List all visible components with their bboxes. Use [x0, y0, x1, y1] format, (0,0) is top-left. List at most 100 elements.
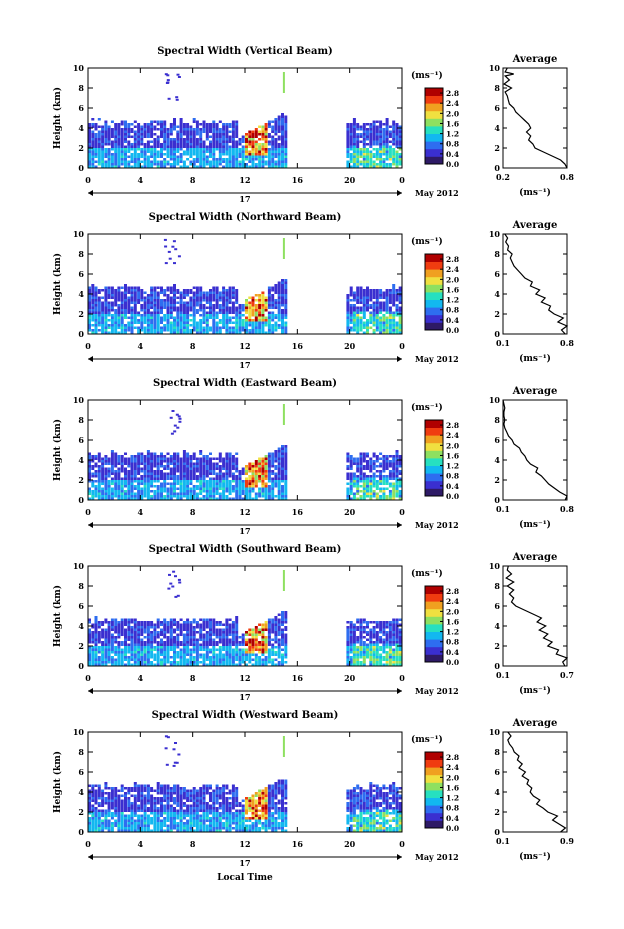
heatmap-cell — [146, 656, 150, 659]
heatmap-cell — [160, 289, 163, 292]
heatmap-cell — [366, 326, 369, 329]
heatmap-cell — [143, 470, 147, 473]
heatmap-cell — [395, 145, 399, 148]
heatmap-cell — [222, 319, 226, 322]
heatmap-cell — [346, 160, 350, 163]
heatmap-cell — [176, 643, 180, 646]
heatmap-cell — [241, 309, 245, 312]
heatmap-cell — [277, 306, 281, 309]
heatmap-cell — [395, 306, 399, 309]
heatmap-cell — [258, 158, 262, 161]
heatmap-cell — [218, 455, 222, 458]
heatmap-cell — [146, 329, 150, 332]
heatmap-cell — [88, 480, 91, 483]
heatmap-cell — [179, 301, 183, 304]
heatmap-cell — [110, 296, 114, 299]
heatmap-cell — [241, 150, 245, 153]
heatmap-cell — [359, 140, 363, 143]
heatmap-cell — [222, 296, 226, 299]
heatmap-cell — [192, 457, 196, 460]
heatmap-cell — [173, 262, 176, 265]
heatmap-cell — [346, 492, 350, 495]
heatmap-cell — [258, 329, 262, 332]
heatmap-cell — [228, 465, 232, 468]
heatmap-cell — [192, 638, 196, 641]
heatmap-cell — [150, 329, 154, 332]
heatmap-cell — [173, 306, 176, 309]
heatmap-cell — [258, 130, 262, 133]
heatmap-cell — [261, 653, 265, 656]
colorbar-tick-label: 1.2 — [446, 462, 459, 471]
heatmap-cell — [91, 130, 95, 133]
heatmap-cell — [117, 143, 121, 146]
heatmap-cell — [359, 306, 363, 309]
heatmap-cell — [179, 472, 183, 475]
heatmap-cell — [382, 331, 386, 334]
heatmap-cell — [261, 319, 265, 322]
heatmap-cell — [199, 470, 203, 473]
heatmap-cell — [124, 296, 127, 299]
heatmap-cell — [271, 487, 275, 490]
heatmap-cell — [117, 133, 121, 136]
heatmap-cell — [182, 289, 186, 292]
heatmap-cell — [186, 482, 190, 485]
heatmap-cell — [130, 472, 134, 475]
heatmap-cell — [189, 143, 193, 146]
heatmap-cell — [349, 311, 353, 314]
heatmap-cell — [267, 294, 271, 297]
heatmap-cell — [137, 467, 141, 470]
heatmap-cell — [281, 155, 284, 158]
heatmap-cell — [218, 467, 222, 470]
heatmap-cell — [395, 143, 399, 146]
heatmap-cell — [212, 467, 216, 470]
heatmap-cell — [362, 326, 366, 329]
heatmap-cell — [94, 301, 98, 304]
heatmap-cell — [137, 148, 141, 151]
y-tick-label: 2 — [78, 475, 84, 485]
heatmap-cell — [375, 294, 379, 297]
heatmap-cell — [352, 145, 356, 148]
heatmap-cell — [153, 311, 157, 314]
heatmap-cell — [137, 472, 141, 475]
day-label: 17 — [239, 194, 250, 204]
heatmap-cell — [137, 133, 141, 136]
heatmap-cell — [179, 304, 183, 307]
heatmap-cell — [169, 130, 173, 133]
heatmap-cell — [107, 286, 111, 289]
colorbar-swatch — [425, 322, 443, 331]
heatmap-cell — [186, 304, 190, 307]
heatmap-cell — [281, 120, 284, 123]
average-x-tick-label: 0.8 — [560, 504, 574, 514]
heatmap-cell — [231, 636, 235, 639]
heatmap-cell — [189, 497, 193, 500]
heatmap-cell — [107, 475, 111, 478]
heatmap-cell — [104, 321, 108, 324]
heatmap-cell — [153, 658, 157, 661]
heatmap-cell — [366, 480, 369, 483]
heatmap-cell — [140, 306, 144, 309]
heatmap-cell — [104, 291, 108, 294]
heatmap-cell — [137, 648, 141, 651]
heatmap-cell — [205, 475, 209, 478]
heatmap-cell — [212, 661, 216, 664]
heatmap-cell — [209, 329, 212, 332]
heatmap-cell — [385, 120, 389, 123]
heatmap-cell — [392, 492, 396, 495]
heatmap-cell — [173, 482, 176, 485]
heatmap-cell — [137, 457, 141, 460]
colorbar-tick-label: 0.0 — [446, 160, 459, 169]
heatmap-cell — [346, 495, 350, 498]
heatmap-cell — [277, 472, 281, 475]
heatmap-cell — [117, 653, 121, 656]
heatmap-cell — [143, 123, 147, 126]
heatmap-cell — [88, 636, 91, 639]
heatmap-cell — [104, 495, 108, 498]
heatmap-cell — [88, 163, 91, 166]
heatmap-cell — [362, 457, 366, 460]
heatmap-cell — [251, 163, 255, 166]
heatmap-cell — [254, 140, 258, 143]
heatmap-cell — [284, 480, 288, 483]
heatmap-cell — [379, 304, 383, 307]
heatmap-cell — [222, 482, 226, 485]
heatmap-cell — [94, 296, 98, 299]
